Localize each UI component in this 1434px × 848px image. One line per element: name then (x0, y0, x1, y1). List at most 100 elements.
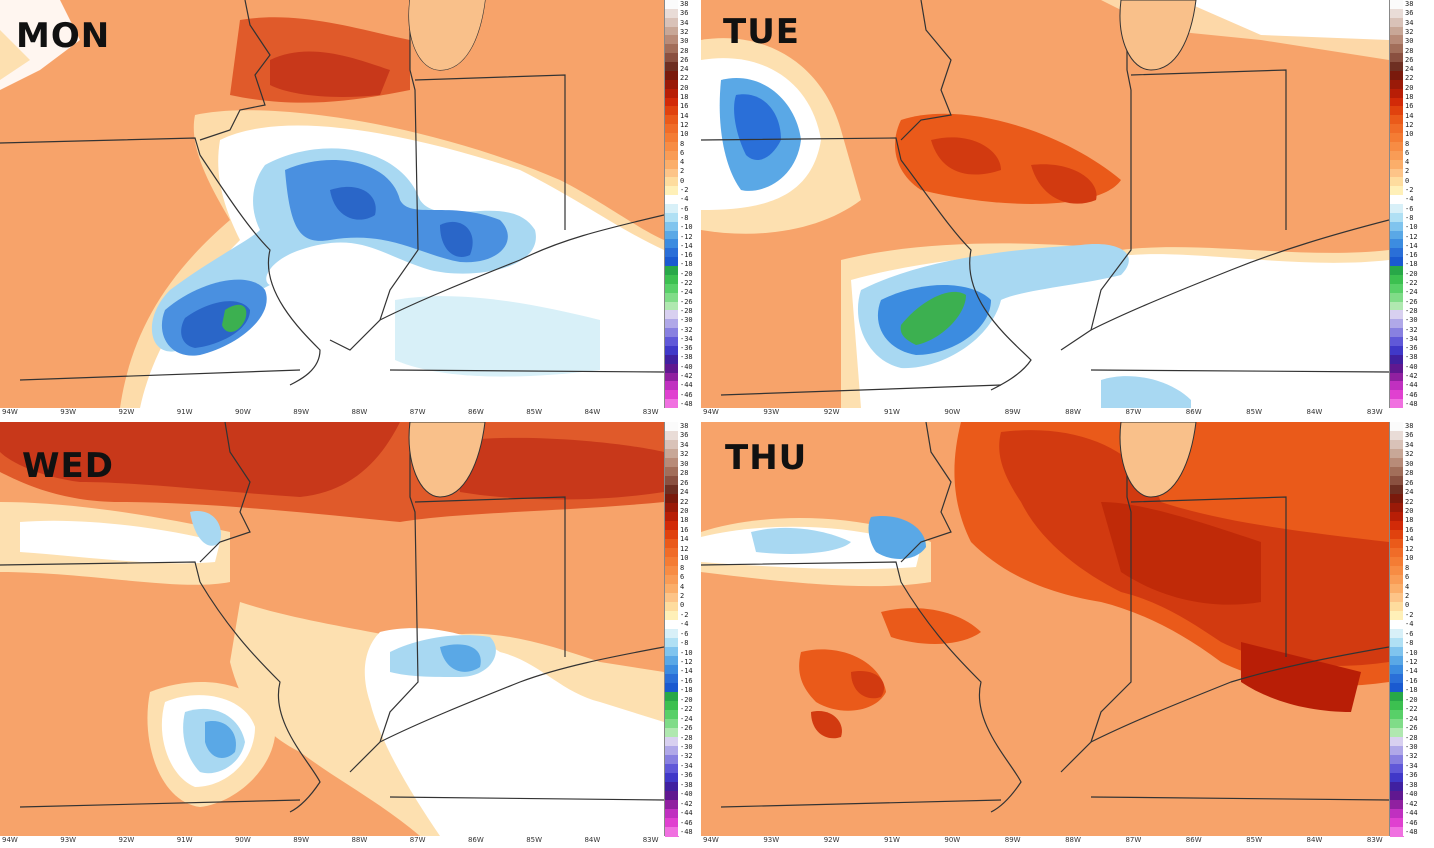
colorbar-segment (665, 692, 679, 702)
colorbar-segment (665, 593, 679, 603)
colorbar-tick-label: 24 (680, 488, 689, 497)
colorbar-tick-label: 10 (1405, 554, 1414, 563)
longitude-tick-label: 90W (944, 408, 961, 416)
colorbar-segment (1390, 683, 1404, 693)
longitude-tick-label: 89W (1004, 836, 1021, 844)
colorbar-tick-label: -30 (680, 743, 693, 752)
longitude-tick-label: 94W (703, 836, 719, 844)
colorbar-segment (665, 674, 679, 684)
longitude-tick-label: 85W (1246, 836, 1262, 844)
anomaly-map-tue (701, 0, 1389, 408)
colorbar-tick-label: 34 (680, 440, 689, 449)
colorbar-tick-label: 14 (1405, 111, 1414, 120)
longitude-tick-label: 87W (1125, 836, 1142, 844)
colorbar-segment (1390, 141, 1404, 152)
colorbar-tick-label: 12 (680, 120, 689, 129)
colorbar-segment (1390, 611, 1404, 621)
colorbar-tick-label: -14 (1405, 667, 1418, 676)
colorbar-tick-label: -34 (680, 761, 693, 770)
longitude-tick-label: 84W (584, 836, 601, 844)
colorbar-segment (665, 141, 679, 152)
longitude-tick-label: 91W (176, 836, 193, 844)
colorbar-tick-label: 14 (1405, 535, 1414, 544)
colorbar-tick-label: 6 (1405, 148, 1410, 157)
colorbar-tick-label: 36 (680, 9, 689, 18)
colorbar-segment (665, 773, 679, 783)
longitude-tick-label: 83W (642, 408, 659, 416)
colorbar-tick-label: 12 (680, 544, 689, 553)
longitude-tick-label: 91W (884, 408, 900, 416)
colorbar-tick-label: 22 (680, 497, 689, 506)
colorbar-segment (1390, 0, 1404, 10)
lon-axis-wed: 94W 93W 92W 91W 90W 89W 88W 87W 86W 85W 84W 83W (0, 836, 664, 848)
colorbar-segment (665, 319, 679, 329)
colorbar-segment (665, 168, 679, 178)
colorbar-segment (665, 8, 679, 19)
colorbar-segment (665, 212, 679, 223)
colorbar-segment (1390, 800, 1404, 810)
colorbar-segment (1390, 150, 1404, 161)
anomaly-map-thu (701, 422, 1389, 836)
colorbar-tick-label: 12 (1405, 120, 1414, 129)
colorbar-tick-label: -34 (1405, 334, 1418, 343)
longitude-tick-label: 83W (642, 836, 659, 844)
colorbar-segment (1390, 257, 1404, 267)
colorbar-segment (665, 186, 679, 196)
colorbar-segment (1390, 818, 1404, 828)
colorbar-segment (1390, 557, 1404, 567)
colorbar-segment (1390, 17, 1404, 28)
colorbar-segment (665, 539, 679, 549)
colorbar-segment (1390, 177, 1404, 187)
colorbar-tick-label: 26 (1405, 55, 1414, 64)
colorbar-segment (1390, 283, 1404, 294)
colorbar-segment (665, 35, 679, 45)
longitude-tick-label: 93W (60, 836, 77, 844)
colorbar-segment (1390, 310, 1404, 320)
colorbar-segment (665, 638, 679, 648)
colorbar-segment (665, 381, 679, 391)
colorbar-segment (665, 204, 679, 214)
colorbar-tick-label: -16 (1405, 676, 1418, 685)
colorbar-segment (1390, 791, 1404, 801)
panel-divider-horizontal (0, 418, 1434, 422)
anomaly-map-mon (0, 0, 664, 408)
colorbar-tick-label: 24 (680, 65, 689, 74)
colorbar-segment (1390, 8, 1404, 19)
colorbar-tick-label: 36 (1405, 9, 1414, 18)
colorbar-tick-label: -36 (680, 344, 693, 353)
colorbar-tick-label: -16 (1405, 251, 1418, 260)
colorbar-segment (665, 150, 679, 161)
colorbar-tick-label: 20 (1405, 506, 1414, 515)
colorbar-tick-label: 22 (680, 74, 689, 83)
colorbar-tick-label: 6 (680, 573, 685, 582)
colorbar-segment (665, 782, 679, 792)
colorbar-segment (665, 106, 679, 116)
colorbar-tick-label: 32 (680, 450, 689, 459)
colorbar-segment (1390, 602, 1404, 612)
colorbar-segment (1390, 665, 1404, 675)
longitude-tick-label: 92W (118, 408, 135, 416)
colorbar-segment (665, 602, 679, 612)
colorbar-tick-label: 22 (1405, 74, 1414, 83)
colorbar-tick-label: 0 (1405, 176, 1410, 185)
colorbar-segment (1390, 620, 1404, 630)
colorbar-tick-label: 34 (1405, 440, 1414, 449)
colorbar-tick-label: -18 (1405, 260, 1418, 269)
colorbar-tick-label: -16 (680, 676, 693, 685)
longitude-tick-label: 89W (293, 408, 310, 416)
longitude-tick-label: 93W (763, 408, 780, 416)
colorbar-tick-label: 18 (1405, 93, 1414, 102)
colorbar-tick-label: -28 (680, 733, 693, 742)
colorbar-segment (1390, 638, 1404, 648)
colorbar-tick-label: 26 (680, 478, 689, 487)
colorbar-tick-label: -14 (680, 241, 693, 250)
colorbar-segment (1390, 431, 1404, 441)
colorbar-tick-label: 4 (1405, 158, 1410, 167)
colorbar-tick-label: 16 (1405, 102, 1414, 111)
colorbar-segment (665, 62, 679, 72)
colorbar-tick-label: 22 (1405, 497, 1414, 506)
colorbar-segment (665, 133, 679, 143)
colorbar-tick-label: 18 (1405, 516, 1414, 525)
longitude-tick-label: 93W (763, 836, 780, 844)
colorbar-segment (665, 647, 679, 657)
